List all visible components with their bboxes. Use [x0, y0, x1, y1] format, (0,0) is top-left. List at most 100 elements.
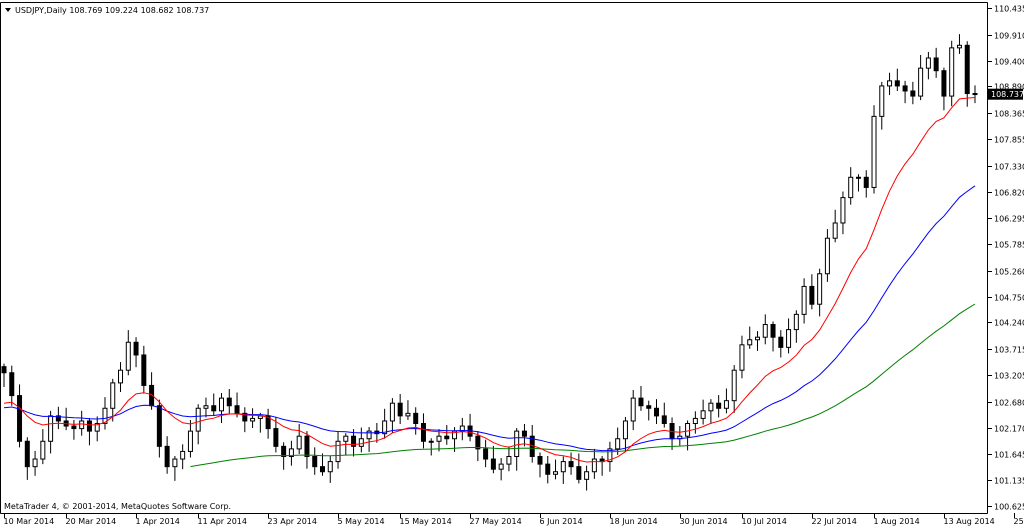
candle-body-bullish: [592, 459, 596, 472]
copyright-label: MetaTrader 4, © 2001-2014, MetaQuotes So…: [4, 502, 231, 511]
candle-body-bearish: [546, 464, 550, 474]
candle-body-bullish: [390, 403, 394, 421]
candle-body-bullish: [437, 436, 441, 441]
x-tick-label: 10 Jul 2014: [742, 517, 787, 526]
candle-body-bearish: [320, 467, 324, 472]
candle-body-bullish: [841, 198, 845, 223]
candle-body-bullish: [80, 421, 84, 429]
candle-body-bullish: [41, 441, 45, 459]
x-tick-label: 23 Apr 2014: [268, 517, 317, 526]
candle-body-bearish: [18, 396, 22, 442]
candle-body-bullish: [126, 342, 130, 370]
candle-body-bearish: [779, 337, 783, 347]
candle-body-bullish: [825, 238, 829, 274]
x-tick-label: 13 Aug 2014: [944, 517, 995, 526]
candle-body-bullish: [926, 58, 930, 68]
x-tick-label: 1 Apr 2014: [136, 517, 180, 526]
y-tick-label: 104.240: [994, 319, 1024, 328]
y-tick-label: 105.260: [994, 268, 1024, 277]
candle-body-bullish: [755, 337, 759, 340]
y-tick-label: 106.820: [994, 189, 1024, 198]
candle-body-bearish: [414, 413, 418, 423]
candle-body-bullish: [507, 457, 511, 465]
candle-body-bullish: [763, 325, 767, 338]
candle-body-bearish: [25, 441, 29, 466]
candle-body-bullish: [119, 370, 123, 383]
candle-body-bullish: [701, 411, 705, 419]
candle-body-bullish: [367, 431, 371, 439]
candle-body-bullish: [740, 345, 744, 370]
x-tick-label: 5 May 2014: [338, 517, 385, 526]
candle-body-bullish: [631, 398, 635, 421]
candle-body-bearish: [87, 421, 91, 431]
candle-body-bearish: [911, 91, 915, 96]
candle-body-bullish: [872, 116, 876, 187]
y-tick-label: 110.435: [994, 5, 1024, 14]
candle-body-bullish: [888, 81, 892, 86]
x-tick-label: 27 May 2014: [470, 517, 522, 526]
candle-body-bearish: [934, 58, 938, 71]
y-tick-label: 104.750: [994, 294, 1024, 303]
candle-body-bearish: [476, 436, 480, 449]
candle-body-bullish: [794, 314, 798, 329]
candle-body-bullish: [429, 441, 433, 442]
y-tick-label: 103.715: [994, 346, 1024, 355]
candle-body-bearish: [965, 45, 969, 93]
x-tick-label: 20 Mar 2014: [66, 517, 117, 526]
candle-body-bearish: [538, 457, 542, 465]
candle-body-bullish: [297, 436, 301, 449]
candle-body-bullish: [336, 441, 340, 461]
x-tick-label: 6 Jun 2014: [540, 517, 583, 526]
candle-body-bearish: [973, 94, 977, 95]
candle-body-bearish: [522, 431, 526, 436]
candle-body-bullish: [406, 413, 410, 416]
candle-body-bearish: [305, 436, 309, 456]
candle-body-bullish: [856, 177, 860, 178]
candle-body-bullish: [748, 340, 752, 345]
y-tick-label: 107.855: [994, 136, 1024, 145]
candle-body-bullish: [709, 403, 713, 411]
candle-body-bearish: [157, 406, 161, 447]
candle-body-bearish: [212, 406, 216, 411]
candle-body-bullish: [344, 436, 348, 441]
candle-body-bearish: [717, 403, 721, 408]
y-tick-label: 107.330: [994, 163, 1024, 172]
y-tick-label: 100.625: [994, 503, 1024, 512]
candle-body-bullish: [499, 464, 503, 469]
candle-body-bullish: [220, 398, 224, 411]
y-tick-label: 102.170: [994, 425, 1024, 434]
y-tick-label: 109.400: [994, 58, 1024, 67]
candle-body-bullish: [561, 462, 565, 472]
candle-body-bullish: [328, 462, 332, 472]
chart-header[interactable]: USDJPY,Daily 108.769 109.224 108.682 108…: [5, 6, 209, 15]
candle-body-bearish: [655, 408, 659, 416]
candle-body-bearish: [235, 406, 239, 414]
candle-body-bullish: [359, 439, 363, 447]
candle-body-bearish: [484, 449, 488, 459]
candle-body-bearish: [662, 416, 666, 424]
candle-body-bearish: [810, 286, 814, 304]
candle-body-bearish: [639, 398, 643, 406]
x-tick-label: 22 Jul 2014: [812, 517, 857, 526]
candle-body-bearish: [864, 177, 868, 187]
candle-body-bullish: [196, 408, 200, 431]
candle-body-bearish: [491, 459, 495, 469]
candle-body-bullish: [724, 401, 728, 409]
candle-body-bearish: [142, 355, 146, 385]
candle-body-bearish: [421, 424, 425, 442]
candle-body-bullish: [49, 416, 53, 441]
candle-body-bearish: [282, 446, 286, 456]
candle-body-bullish: [849, 177, 853, 197]
candle-body-bullish: [111, 383, 115, 408]
candle-body-bearish: [134, 342, 138, 355]
x-tick-label: 15 May 2014: [400, 517, 452, 526]
candle-body-bullish: [515, 431, 519, 456]
candle-body-bullish: [585, 472, 589, 480]
candle-body-bullish: [623, 421, 627, 439]
candle-body-bullish: [33, 459, 37, 467]
candle-body-bearish: [445, 436, 449, 439]
x-tick-label: 25 Aug 2014: [1014, 517, 1024, 526]
candle-body-bullish: [833, 223, 837, 238]
